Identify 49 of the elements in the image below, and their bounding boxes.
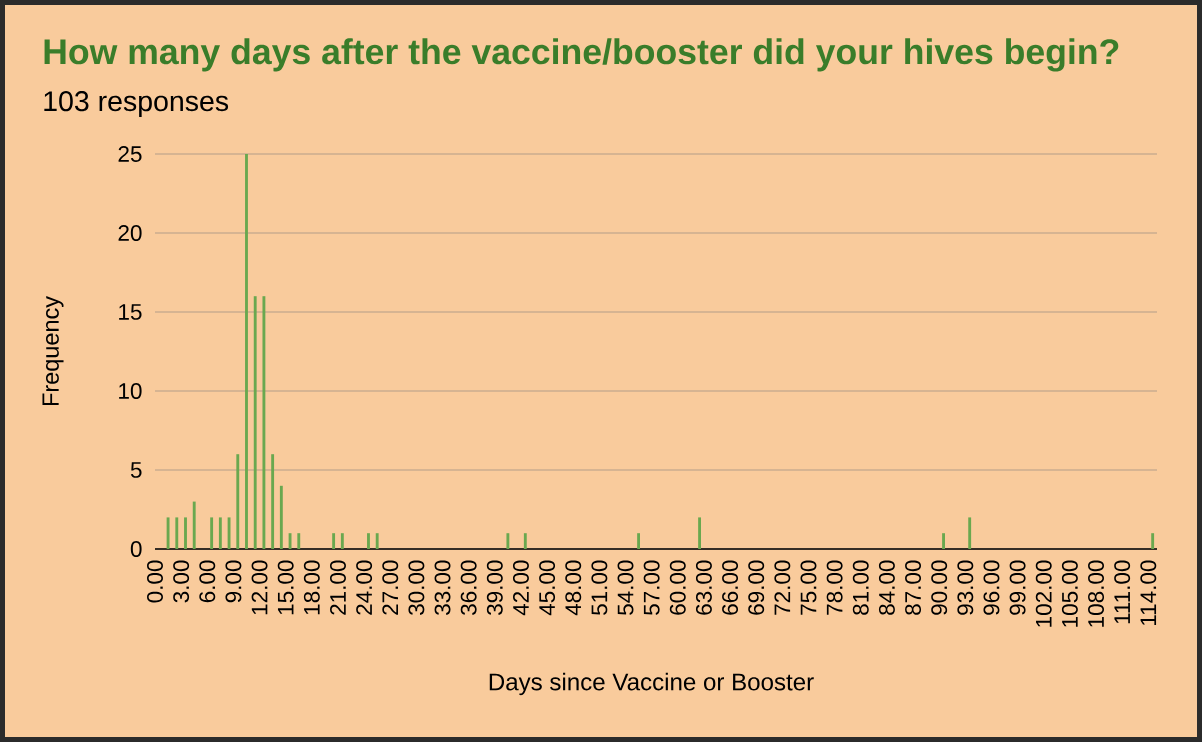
x-tick-label: 33.00: [434, 560, 451, 615]
x-tick-label: 60.00: [669, 560, 686, 615]
x-axis-title: Days since Vaccine or Booster: [489, 672, 814, 696]
x-tick-label: 111.00: [1114, 560, 1131, 624]
x-tick-label: 0.00: [147, 560, 163, 603]
y-tick-label: 20: [118, 225, 142, 241]
x-tick-label: 51.00: [591, 560, 608, 615]
x-tick-label: 57.00: [643, 560, 660, 615]
x-tick-label: 69.00: [748, 560, 765, 615]
x-tick-label: 87.00: [905, 560, 922, 615]
x-tick-label: 81.00: [852, 560, 869, 615]
x-tick-label: 18.00: [303, 560, 320, 615]
x-tick-label: 39.00: [486, 560, 503, 615]
x-tick-label: 3.00: [173, 560, 190, 603]
x-tick-label: 84.00: [878, 560, 895, 615]
x-tick-label: 27.00: [382, 560, 399, 615]
x-tick-label: 42.00: [512, 560, 529, 616]
x-tick-label: 66.00: [722, 560, 739, 615]
y-tick-label: 15: [119, 304, 142, 320]
y-tick-label: 10: [119, 383, 142, 399]
x-tick-label: 36.00: [460, 560, 477, 615]
chart-subtitle: 103 responses: [44, 91, 229, 117]
x-tick-label: 114.00: [1140, 560, 1157, 625]
x-tick-label: 102.00: [1035, 560, 1052, 627]
y-axis-title: Frequency: [42, 296, 64, 406]
chart-title: How many days after the vaccine/booster did your hives begin?: [44, 38, 1119, 72]
y-tick-label: 5: [130, 462, 142, 478]
x-tick-label: 21.00: [330, 560, 346, 615]
x-tick-label: 99.00: [1009, 560, 1026, 615]
x-tick-label: 24.00: [356, 560, 373, 615]
y-tick-label: 25: [118, 146, 142, 162]
x-tick-label: 108.00: [1088, 560, 1104, 627]
x-tick-label: 93.00: [957, 560, 974, 615]
x-tick-label: 9.00: [225, 560, 242, 603]
y-tick-label: 0: [130, 541, 142, 557]
x-tick-label: 75.00: [800, 560, 817, 615]
x-tick-label: 90.00: [931, 560, 948, 615]
x-tick-label: 63.00: [695, 560, 712, 615]
x-tick-label: 72.00: [774, 560, 791, 615]
x-tick-label: 45.00: [539, 560, 556, 616]
x-tick-label: 12.00: [251, 560, 268, 615]
x-tick-label: 96.00: [983, 560, 1000, 615]
x-tick-label: 48.00: [565, 560, 582, 616]
x-tick-label: 6.00: [199, 560, 216, 603]
x-tick-label: 105.00: [1061, 560, 1078, 627]
x-tick-label: 15.00: [277, 560, 294, 615]
x-tick-label: 78.00: [826, 560, 843, 615]
x-tick-label: 54.00: [617, 560, 634, 615]
x-tick-label: 30.00: [408, 560, 425, 615]
